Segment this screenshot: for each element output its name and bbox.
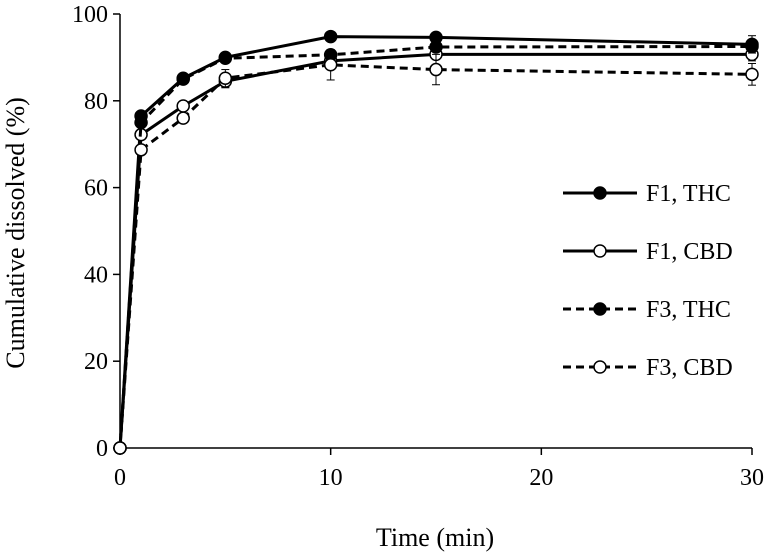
data-point xyxy=(218,71,233,85)
x-tick-label: 20 xyxy=(529,465,553,491)
data-point xyxy=(323,58,338,72)
y-axis-title: Cumulative dissolved (%) xyxy=(1,97,30,369)
data-point xyxy=(429,62,443,77)
legend-label: F1, CBD xyxy=(646,239,733,265)
x-tick-label: 30 xyxy=(740,465,764,491)
x-tick-label: 10 xyxy=(319,465,343,491)
data-point xyxy=(134,115,148,130)
data-point xyxy=(176,72,190,86)
x-axis-title: Time (min) xyxy=(376,523,494,552)
legend-marker xyxy=(593,186,607,200)
legend-item: F3, CBD xyxy=(563,355,733,381)
y-tick-label: 40 xyxy=(84,262,108,288)
legend-label: F1, THC xyxy=(646,181,731,207)
legend-item: F1, THC xyxy=(563,181,731,207)
data-point xyxy=(113,441,127,455)
y-tick-label: 20 xyxy=(84,349,108,375)
data-point xyxy=(176,99,190,113)
y-tick-label: 100 xyxy=(72,2,108,28)
legend-label: F3, CBD xyxy=(646,355,733,381)
data-point xyxy=(323,29,338,44)
data-point xyxy=(745,67,759,82)
legend-marker xyxy=(593,244,607,258)
data-point xyxy=(745,39,759,54)
legend-item: F1, CBD xyxy=(563,239,733,265)
x-tick-label: 0 xyxy=(114,465,126,491)
legend: F1, THC F1, CBD F3, THC F3, CBD xyxy=(563,181,733,381)
series-layer xyxy=(113,29,759,455)
data-point xyxy=(176,111,190,125)
axes: 0 20 40 60 80 100 0 10 20 30 xyxy=(72,2,764,491)
legend-marker xyxy=(593,360,607,374)
y-tick-label: 60 xyxy=(84,176,108,202)
legend-marker xyxy=(593,302,607,316)
data-point xyxy=(134,143,148,157)
legend-item: F3, THC xyxy=(563,297,731,323)
legend-label: F3, THC xyxy=(646,297,731,323)
y-tick-label: 0 xyxy=(96,436,108,462)
y-tick-label: 80 xyxy=(84,89,108,115)
data-point xyxy=(218,51,233,66)
series-3 xyxy=(113,49,759,455)
data-point xyxy=(429,40,443,54)
